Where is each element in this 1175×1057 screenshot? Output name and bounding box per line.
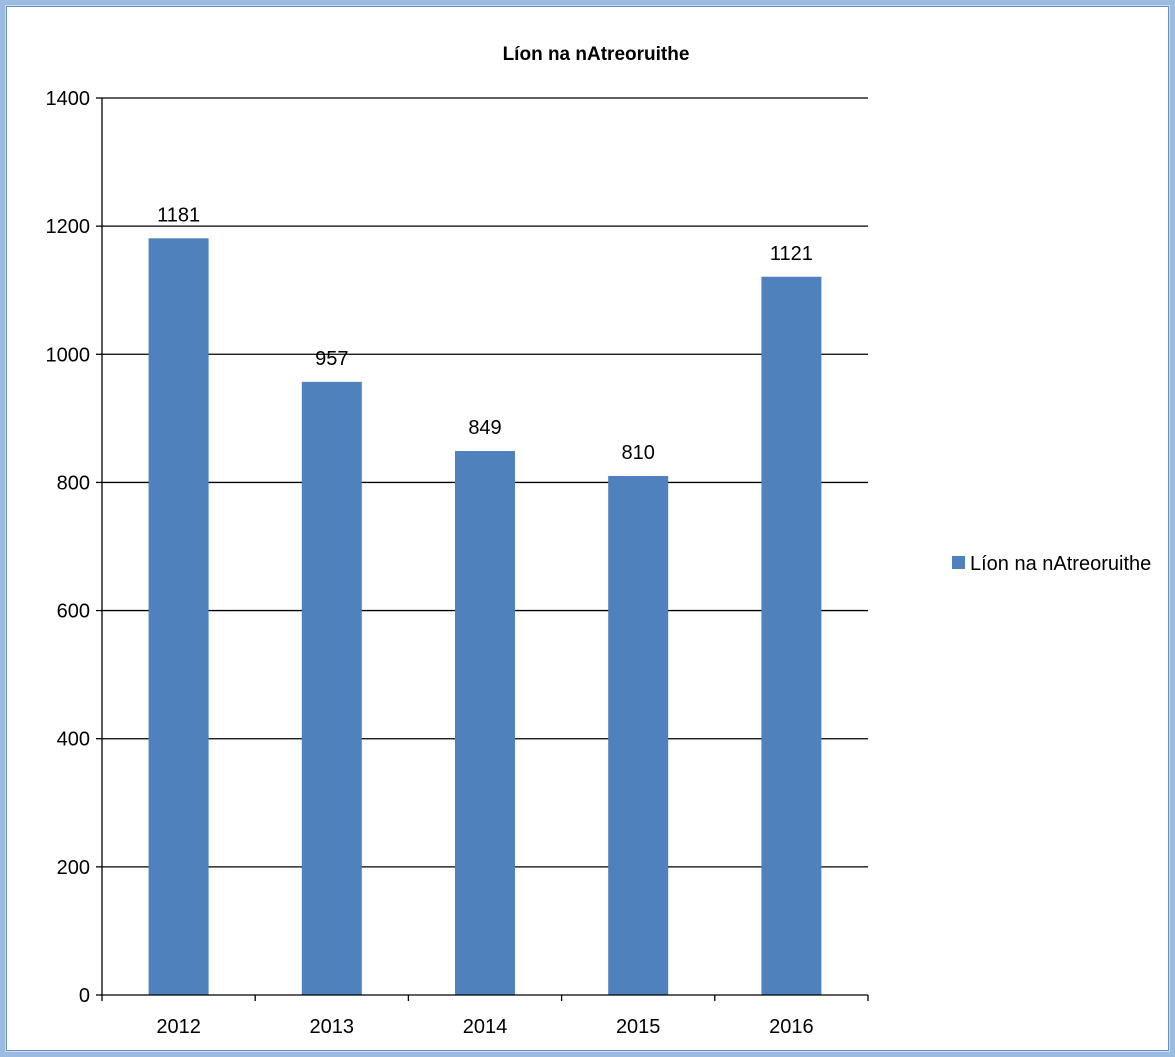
x-tick-label-2016: 2016 xyxy=(769,1016,814,1038)
axes xyxy=(96,97,869,1001)
y-tick-label-1400: 1400 xyxy=(46,88,91,110)
bar-2012 xyxy=(148,238,209,996)
data-label-2016: 1121 xyxy=(770,243,813,265)
x-tick-label-2013: 2013 xyxy=(310,1016,355,1038)
legend-label: Líon na nAtreoruithe xyxy=(970,553,1151,575)
y-tick-label-1000: 1000 xyxy=(46,344,91,366)
x-axis-tick-labels: 2012 2013 2014 2015 2016 xyxy=(156,1016,813,1038)
bar-2014 xyxy=(455,451,515,995)
y-tick-label-1200: 1200 xyxy=(46,216,91,238)
y-tick-label-400: 400 xyxy=(57,729,90,751)
bar-2016 xyxy=(761,276,822,995)
y-tick-label-600: 600 xyxy=(57,601,90,623)
chart-area-border xyxy=(6,6,1169,1051)
y-tick-label-800: 800 xyxy=(57,472,90,494)
data-label-2012: 1181 xyxy=(157,204,200,226)
x-tick-label-2015: 2015 xyxy=(616,1016,661,1038)
bar-2013 xyxy=(301,381,362,995)
y-tick-label-0: 0 xyxy=(79,985,90,1007)
legend: Líon na nAtreoruithe xyxy=(952,553,1151,575)
data-label-2013: 957 xyxy=(315,348,348,370)
data-labels: 1181 957 849 810 1121 xyxy=(157,204,813,464)
y-axis-tick-labels: 0 200 400 600 800 1000 1200 1400 xyxy=(46,88,91,1007)
legend-swatch xyxy=(952,556,965,569)
bar-2015 xyxy=(608,476,669,995)
bars xyxy=(148,238,822,996)
chart-title: Líon na nAtreoruithe xyxy=(503,44,690,65)
x-tick-label-2014: 2014 xyxy=(463,1016,508,1038)
data-label-2015: 810 xyxy=(622,442,655,464)
data-label-2014: 849 xyxy=(468,417,501,439)
y-tick-label-200: 200 xyxy=(57,857,90,879)
x-tick-label-2012: 2012 xyxy=(156,1016,201,1038)
